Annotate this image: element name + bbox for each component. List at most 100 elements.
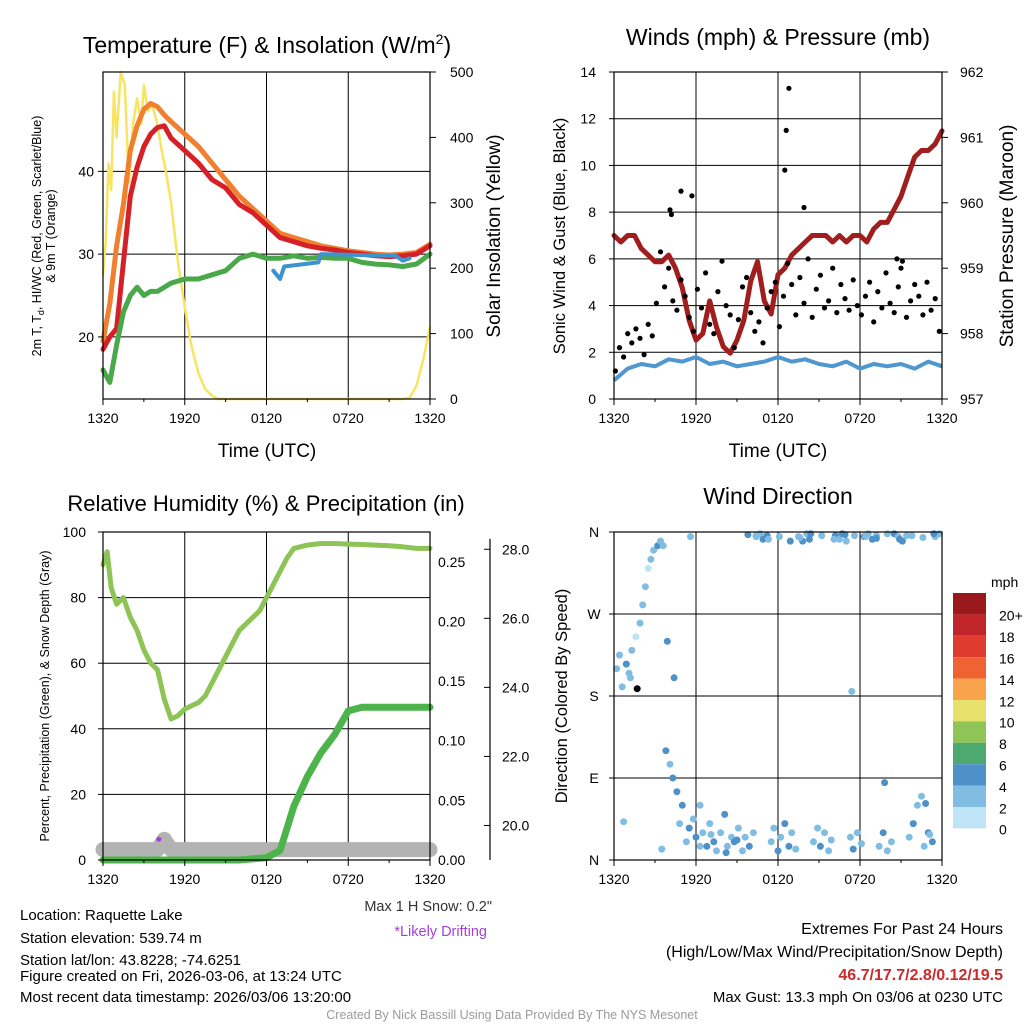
winddir-point [620,818,628,826]
legend-swatch [953,700,986,722]
winddir-title: Wind Direction [703,483,853,509]
precip-ytick-label: 0.00 [438,852,465,868]
winddir-point [842,537,850,545]
winds-panel: Winds (mph) & Pressure (mb) 1320 1920 0120… [551,24,1018,462]
winddir-point [905,833,913,841]
legend-title: mph [991,574,1018,590]
winddir-point [641,583,649,591]
legend-swatch [953,807,986,829]
winddir-point [883,530,891,538]
gust-point [690,328,696,334]
winddir-point [827,836,835,844]
gust-point [625,331,631,337]
winddir-point [673,788,681,796]
winddir-ytick-label: S [589,688,598,704]
winddir-point [814,824,822,832]
winds-ylabel-left: Sonic Wind & Gust (Blue, Black) [551,118,569,355]
extremes-block: Extremes For Past 24 Hours (High/Low/Max… [666,921,1003,1006]
series-windchill [271,252,412,281]
series-precip [99,703,434,864]
pressure-ytick-label: 958 [960,326,984,342]
winds-xtick-label: 0120 [762,410,793,426]
winddir-point [707,831,715,838]
gust-point [678,188,684,194]
winddir-point [785,842,793,850]
winddir-point [696,801,704,809]
snow-ytick-label: 26.0 [502,610,529,626]
humidity-xtick-label: 0120 [251,871,282,887]
temperature-xtick-label: 0120 [251,410,282,426]
winddir-point [913,801,921,809]
winddir-point [836,535,843,543]
winddir-point [830,535,838,543]
gust-point [674,307,680,313]
winds-ytick-label: 2 [588,344,596,360]
winddir-point [909,820,917,828]
legend-swatch [953,678,986,700]
gust-point [871,319,877,325]
station-elevation: Station elevation: 539.74 m [20,930,202,947]
humidity-ytick-label: 0 [78,852,86,868]
temperature-xtick-label: 1320 [414,410,445,426]
series-snow [95,831,438,858]
winddir-point [926,831,934,838]
winddir-point [666,760,674,768]
snow-ytick-label: 28.0 [502,541,529,557]
precip-ytick-label: 0.25 [438,554,465,570]
gust-point [768,289,774,295]
gust-point [813,286,819,292]
winddir-point [659,542,667,550]
pressure-ytick-label: 957 [960,391,984,407]
winds-ytick-label: 6 [588,251,596,267]
gust-point [621,354,627,360]
winddir-xtick-label: 0720 [844,871,875,887]
gust-point [694,286,701,292]
winddir-ylabel-left: Direction (Colored By Speed) [553,589,571,804]
legend-label: 10 [999,715,1015,731]
temperature-ytick-label: 40 [78,163,94,179]
legend-swatch [953,593,986,615]
gust-point [793,312,799,318]
humidity-ylabel-left: Percent, Precipitation (Green), & Snow D… [38,550,52,841]
winddir-point [744,531,752,539]
winddir-point [810,838,817,846]
gust-point [854,303,860,309]
winds-ylabel-right: Station Pressure (Maroon) [997,125,1018,348]
gust-point [891,310,897,316]
legend-swatch [953,721,986,743]
temperature-xtick-label: 0720 [333,410,364,426]
extremes-title: Extremes For Past 24 Hours [801,921,1003,938]
gust-point [786,85,792,91]
gust-point [744,274,750,281]
winddir-point [930,530,938,538]
gust-point [678,277,684,283]
gust-point [908,298,914,304]
temperature-ylabel-left: 2m T, Td, HI/WC (Red, Green, Scarlet/Blu… [30,116,46,357]
winddir-xtick-label: 0120 [762,871,793,887]
humidity-panel: Relative Humidity (%) & Precipitation (i… [38,491,529,940]
winddir-point [626,674,634,682]
precip-ytick-label: 0.05 [438,792,465,808]
gust-point [785,260,791,267]
gust-point [928,307,934,313]
winddir-point [821,829,828,837]
winds-ytick-label: 8 [588,204,596,220]
winddir-point [628,646,636,654]
winddir-point [632,633,640,641]
winddir-point [741,833,749,841]
gust-point [903,314,910,320]
winddir-point [792,845,800,853]
snow-ytick-label: 24.0 [502,679,529,695]
winddir-point [903,532,910,540]
gust-point [666,265,672,271]
station-location: Location: Raquette Lake [20,907,183,924]
insolation-ytick-label: 500 [450,64,474,80]
gust-point [842,296,848,302]
gust-point [662,284,668,290]
winddir-point [676,820,684,828]
gust-point [894,256,900,262]
winddir-point [862,533,869,541]
gust-point [797,274,803,281]
gust-point [912,281,918,288]
